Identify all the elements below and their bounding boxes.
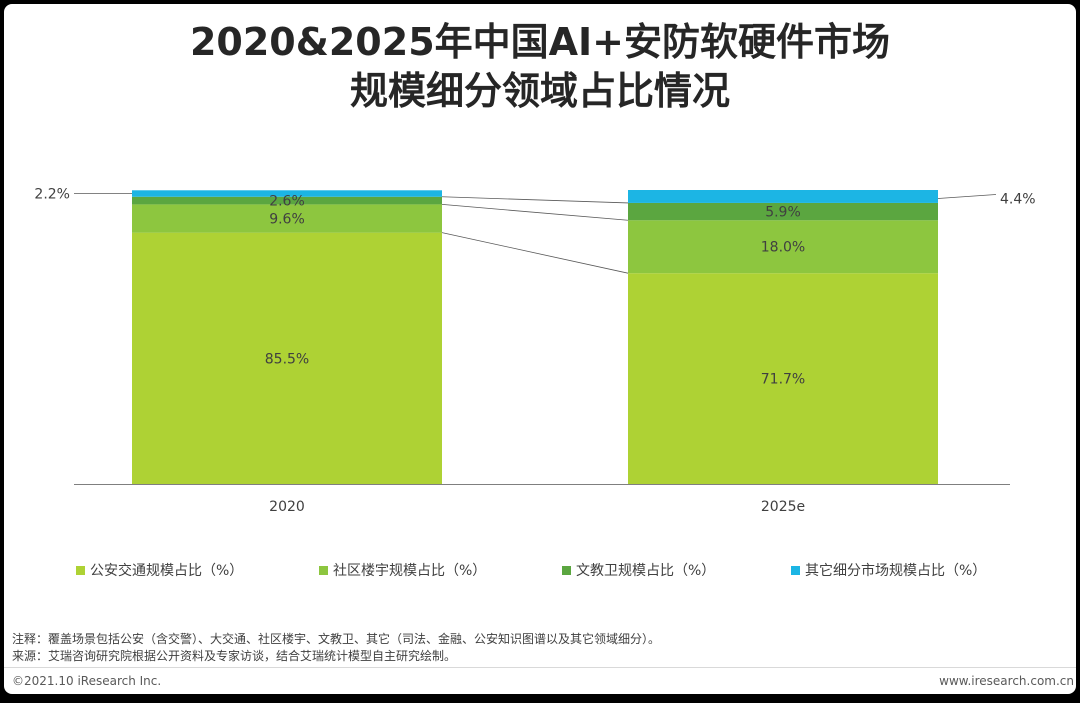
connector-line-1 — [441, 232, 629, 274]
notes: 注释：覆盖场景包括公安（含交警）、大交通、社区楼宇、文教卫、其它（司法、金融、公… — [12, 631, 660, 665]
legend-swatch-community — [319, 565, 328, 575]
footer-divider — [4, 667, 1076, 668]
bar-segment-other-0 — [132, 190, 442, 197]
legend-item-other: 其它细分市场规模占比（%） — [791, 560, 986, 580]
bar-segment-other-1 — [628, 190, 938, 203]
source-text: 来源：艾瑞咨询研究院根据公开资料及专家访谈，结合艾瑞统计模型自主研究绘制。 — [12, 649, 457, 663]
bar-segment-community-1 — [628, 220, 938, 274]
bar-segment-community-0 — [132, 204, 442, 233]
data-label-community-0: 9.6% — [269, 212, 305, 228]
legend: 公安交通规模占比（%） 社区楼宇规模占比（%） 文教卫规模占比（%） 其它细分市… — [4, 560, 1076, 584]
x-tick-label-1: 2025e — [761, 499, 805, 515]
data-label-community-1: 18.0% — [761, 240, 805, 256]
data-label-public-security-1: 71.7% — [761, 372, 805, 388]
page: 2020&2025年中国AI+安防软硬件市场 规模细分领域占比情况 2020 20… — [4, 4, 1076, 694]
note-text: 注释：覆盖场景包括公安（含交警）、大交通、社区楼宇、文教卫、其它（司法、金融、公… — [12, 632, 661, 646]
data-label-culture-edu-0: 2.6% — [269, 194, 305, 210]
legend-label-culture-edu: 文教卫规模占比（%） — [576, 563, 716, 579]
data-label-culture-edu-1: 5.9% — [765, 205, 801, 221]
footer-website: www.iresearch.com.cn — [939, 674, 1074, 688]
leader-line-other-1 — [937, 194, 997, 199]
data-label-other-0: 2.2% — [34, 187, 70, 203]
legend-label-other: 其它细分市场规模占比（%） — [805, 563, 987, 579]
footer-copyright: ©2021.10 iResearch Inc. — [12, 674, 162, 688]
chart-title: 2020&2025年中国AI+安防软硬件市场 规模细分领域占比情况 — [4, 18, 1076, 116]
legend-item-community: 社区楼宇规模占比（%） — [319, 560, 486, 580]
legend-item-public-security: 公安交通规模占比（%） — [76, 560, 243, 580]
connector-line-2 — [441, 204, 629, 221]
stacked-bar-chart: 2020 2025e 85.5% 9.6% 2.6% 2.2% 71.7% 18.0% 5.9%… — [34, 187, 1036, 515]
bar-segment-culture-edu-1 — [628, 202, 938, 221]
legend-label-public-security: 公安交通规模占比（%） — [90, 563, 244, 579]
chart-title-line2: 规模细分领域占比情况 — [349, 69, 730, 113]
legend-swatch-other — [791, 565, 800, 575]
bar-segment-public-security-1 — [628, 273, 938, 484]
bar-segment-public-security-0 — [132, 232, 442, 484]
connector-line-3 — [441, 196, 629, 204]
x-tick-label-0: 2020 — [269, 499, 305, 515]
legend-swatch-public-security — [76, 565, 85, 575]
data-label-public-security-0: 85.5% — [265, 351, 309, 367]
data-label-other-1: 4.4% — [1000, 191, 1036, 207]
chart-title-line1: 2020&2025年中国AI+安防软硬件市场 — [189, 20, 891, 64]
legend-label-community: 社区楼宇规模占比（%） — [333, 563, 487, 579]
bar-segment-culture-edu-0 — [132, 196, 442, 205]
legend-item-culture-edu: 文教卫规模占比（%） — [562, 560, 715, 580]
legend-swatch-culture-edu — [562, 565, 571, 575]
